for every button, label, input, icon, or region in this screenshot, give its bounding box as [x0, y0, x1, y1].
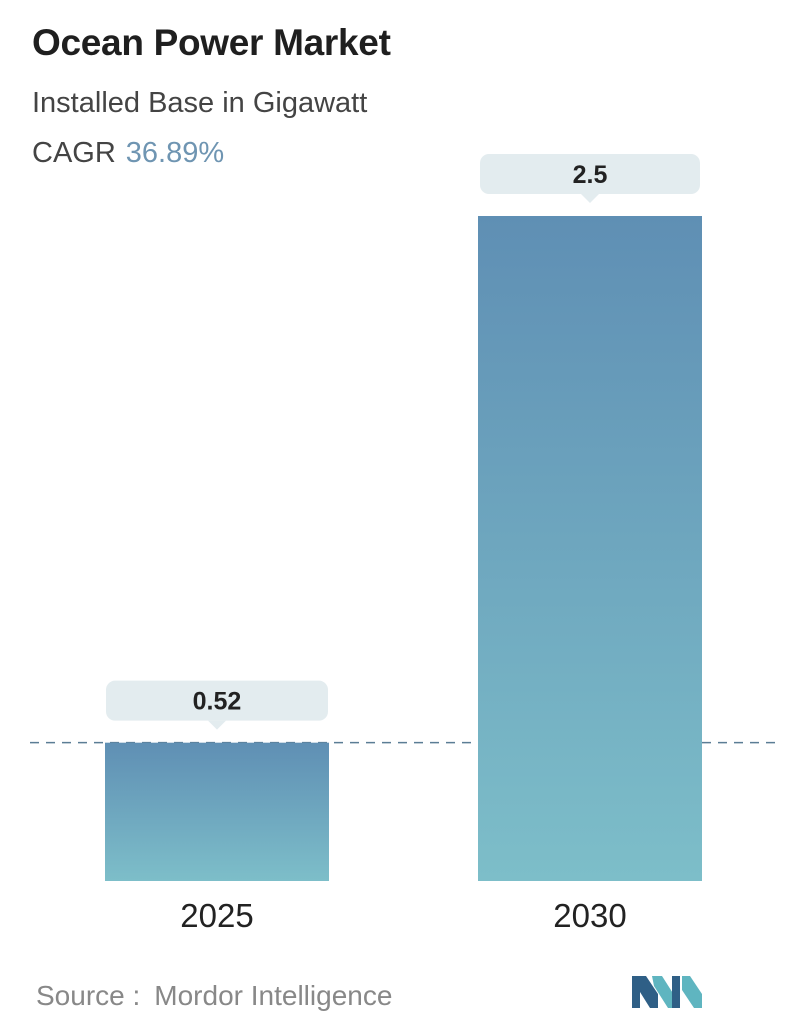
x-tick-label-2030: 2030 — [553, 897, 626, 934]
value-callout-box — [106, 680, 328, 721]
value-callout-2030: 2.5 — [480, 154, 700, 203]
value-callout-box — [480, 154, 700, 194]
chart-title: Ocean Power Market — [32, 22, 391, 63]
data-label-2030: 2.5 — [573, 161, 608, 189]
x-tick-label-2025: 2025 — [180, 897, 253, 934]
source-note: Source : Mordor Intelligence — [36, 980, 392, 1012]
source-value: Mordor Intelligence — [154, 980, 393, 1011]
mordor-intelligence-logo-icon — [632, 976, 702, 1008]
cagr-row: CAGR 36.89% — [32, 137, 224, 170]
value-callout-2025: 0.52 — [106, 680, 328, 730]
cagr-value: 36.89% — [125, 137, 225, 169]
source-label: Source : — [36, 980, 141, 1011]
data-label-2025: 0.52 — [193, 688, 242, 716]
value-callout-pointer — [208, 720, 226, 730]
cagr-label: CAGR — [32, 137, 116, 169]
chart-subtitle: Installed Base in Gigawatt — [32, 87, 368, 119]
bar-2025 — [105, 742, 329, 881]
value-callout-pointer — [581, 194, 599, 203]
bar-2030 — [478, 216, 702, 881]
bar-chart: 0.52 2025 2.5 2030 — [30, 154, 780, 934]
